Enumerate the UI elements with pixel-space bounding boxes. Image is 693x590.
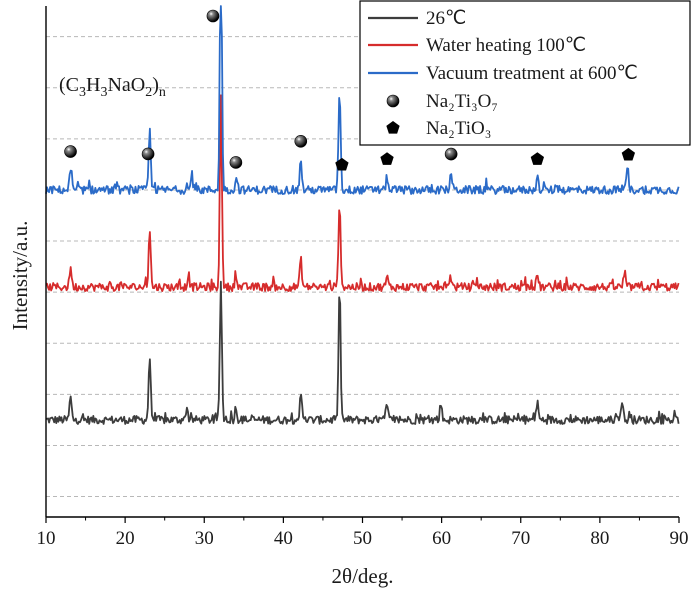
x-tick-label: 20 <box>116 528 135 549</box>
na2tio3-marker <box>621 147 636 161</box>
na2ti3o7-marker <box>64 145 77 158</box>
x-tick-label: 50 <box>353 528 372 549</box>
x-axis-title: 2θ/deg. <box>332 564 394 588</box>
x-tick-label: 70 <box>511 528 530 549</box>
x-tick-label: 40 <box>274 528 293 549</box>
na2ti3o7-marker <box>229 156 243 169</box>
na2ti3o7-marker <box>386 94 400 108</box>
na2tio3-marker <box>530 152 545 165</box>
x-tick-label: 10 <box>37 528 56 549</box>
xrd-pattern-line <box>45 94 680 293</box>
xrd-pattern-line <box>45 280 680 425</box>
na2tio3-marker <box>380 152 394 165</box>
x-tick-label: 30 <box>195 528 214 549</box>
x-tick-label: 60 <box>432 528 451 549</box>
na2tio3-marker <box>386 121 400 134</box>
na2ti3o7-marker <box>294 135 308 148</box>
legend-label: Vacuum treatment at 600℃ <box>426 63 638 84</box>
y-axis-title: Intensity/a.u. <box>8 221 32 331</box>
polymer-formula-annotation: (C3H3NaO2)n <box>59 74 166 100</box>
na2ti3o7-marker <box>141 147 155 161</box>
legend-label: Na₂Ti₃O₇ <box>426 91 498 112</box>
na2tio3-marker <box>335 157 349 171</box>
x-tick-label: 90 <box>670 528 689 549</box>
xrd-pattern-line <box>45 5 680 195</box>
legend-label: Na₂TiO₃ <box>426 118 491 139</box>
legend-label: Water heating 100℃ <box>426 35 586 56</box>
na2ti3o7-marker <box>206 9 220 23</box>
legend-label: 26℃ <box>426 8 466 29</box>
x-tick-label: 80 <box>590 528 609 549</box>
na2ti3o7-marker <box>444 147 458 161</box>
